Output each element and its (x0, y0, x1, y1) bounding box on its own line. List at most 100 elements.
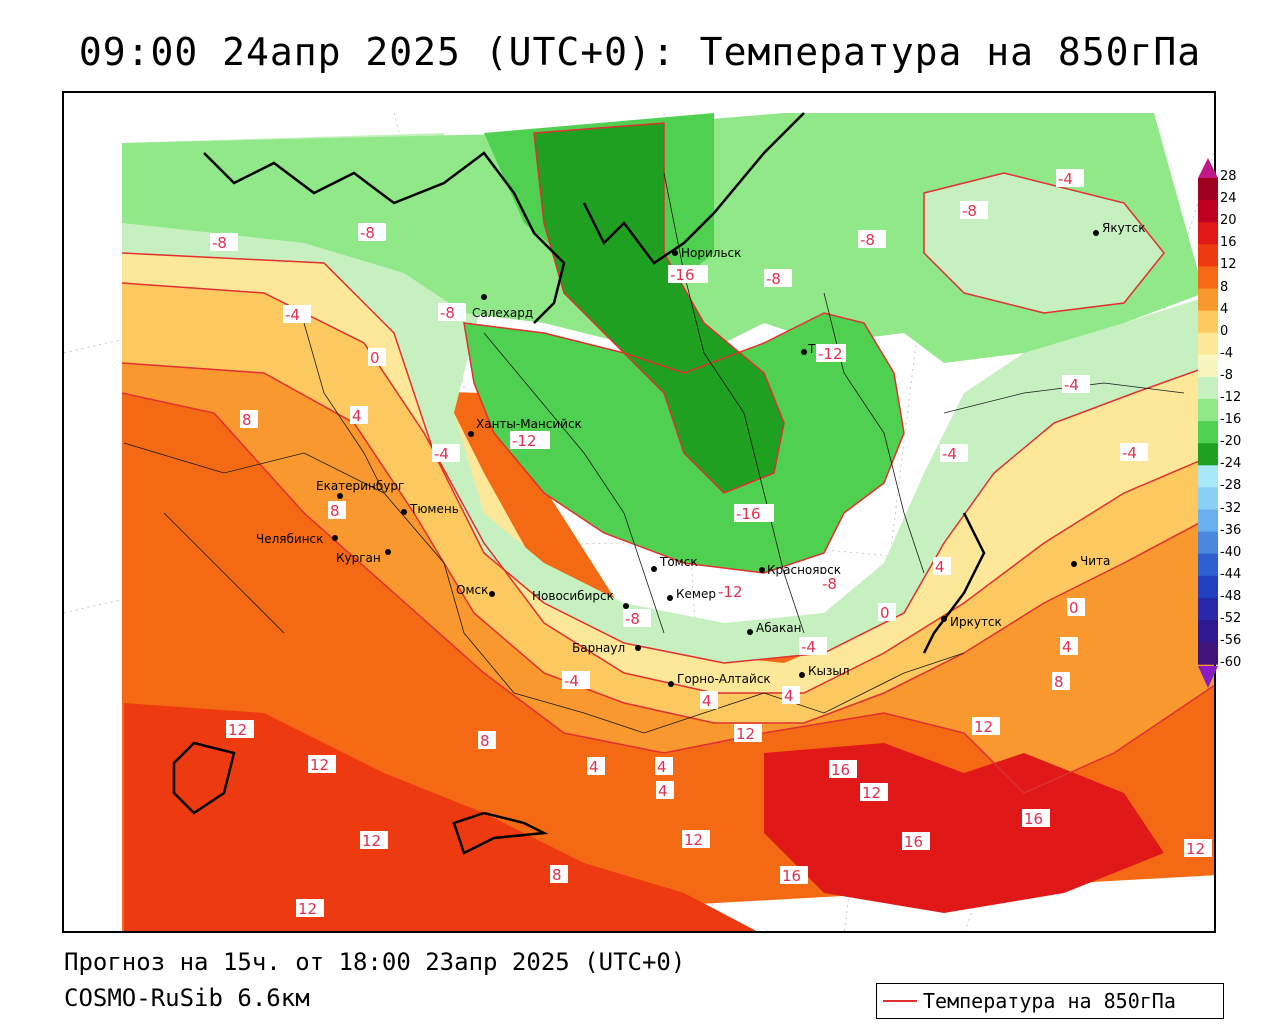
colorbar-bottom-arrow (1198, 666, 1218, 688)
iso-label: 12 (682, 830, 710, 849)
colorbar-swatch (1198, 443, 1218, 466)
iso-label: 8 (1052, 672, 1070, 691)
iso-label: -8 (358, 223, 386, 242)
forecast-info: Прогноз на 15ч. от 18:00 23апр 2025 (UTC… (64, 948, 686, 976)
iso-label: 16 (780, 866, 808, 885)
iso-label: -16 (734, 504, 774, 523)
colorbar-swatch (1198, 531, 1218, 555)
city-novosibirsk: Новосибирск (532, 589, 629, 609)
colorbar-tick-label: -56 (1220, 633, 1242, 649)
colorbar-tick-label: -52 (1220, 611, 1242, 626)
svg-text:Курган: Курган (336, 551, 381, 565)
colorbar-swatch (1198, 222, 1218, 245)
iso-label: -4 (940, 444, 968, 463)
svg-text:-8: -8 (212, 234, 227, 252)
city-yakutsk: Якутск (1093, 221, 1146, 236)
svg-text:-12: -12 (512, 432, 537, 450)
svg-text:Омск: Омск (456, 583, 488, 597)
isotherm-value-labels: -4 -8 -8 -8 -8 -4 0 4 8 -4 -12 -16 -16 -… (210, 169, 1212, 918)
iso-label: 4 (656, 781, 674, 800)
svg-text:-8: -8 (822, 575, 837, 593)
colorbar-tick-label: -36 (1220, 522, 1242, 538)
temperature-map: Норильск Салехард Тура Якутск Ханты-Манс… (64, 112, 1214, 931)
legend-label: Температура на 850гПа (923, 989, 1176, 1013)
svg-text:-4: -4 (564, 672, 579, 690)
svg-text:4: 4 (1062, 638, 1072, 656)
city-chita: Чита (1071, 554, 1110, 568)
iso-label: 12 (734, 724, 762, 743)
svg-text:-4: -4 (1064, 376, 1079, 394)
iso-label: 8 (240, 410, 258, 429)
svg-text:4: 4 (657, 758, 667, 776)
colorbar-swatch (1198, 354, 1218, 378)
iso-label: 12 (226, 720, 254, 739)
colorbar-swatches (1198, 178, 1218, 665)
city-tyumen: Тюмень (401, 502, 459, 516)
svg-text:8: 8 (552, 866, 562, 884)
svg-text:12: 12 (684, 831, 703, 849)
iso-label: -4 (283, 305, 311, 324)
iso-label: 12 (860, 783, 888, 802)
svg-text:Челябинск: Челябинск (256, 532, 323, 546)
colorbar-swatch (1198, 421, 1218, 444)
svg-text:Новосибирск: Новосибирск (532, 589, 614, 603)
svg-text:Салехард: Салехард (472, 306, 533, 320)
coastline (172, 112, 986, 855)
iso-label: 12 (296, 899, 324, 918)
iso-label: 0 (368, 348, 386, 367)
iso-label: -16 (668, 265, 708, 284)
svg-text:Томск: Томск (659, 555, 698, 569)
city-ekaterinburg: Екатеринбург (316, 479, 404, 499)
iso-label: -4 (432, 444, 460, 463)
iso-label: 16 (829, 760, 857, 779)
svg-text:4: 4 (784, 687, 794, 705)
colorbar-tick-label: -44 (1220, 566, 1242, 582)
iso-label: -4 (1120, 443, 1148, 462)
city-tomsk: Томск (651, 555, 698, 572)
city-omsk: Омск (456, 583, 495, 597)
svg-text:12: 12 (362, 832, 381, 850)
svg-text:-8: -8 (962, 202, 977, 220)
region-borders (123, 172, 1185, 734)
city-barnaul: Барнаул (572, 641, 641, 655)
iso-label: -4 (1062, 375, 1090, 394)
colorbar-tick-label: -28 (1220, 478, 1242, 494)
svg-text:-8: -8 (625, 610, 640, 628)
field-minus16 (534, 123, 784, 493)
svg-text:Горно-Алтайск: Горно-Алтайск (677, 672, 771, 686)
legend-line-swatch (883, 1000, 917, 1002)
iso-label: -12 (816, 344, 846, 363)
colorbar-swatch (1198, 642, 1218, 665)
colorbar-tick-label: 12 (1220, 257, 1237, 273)
svg-text:8: 8 (1054, 673, 1064, 691)
svg-text:16: 16 (1024, 810, 1043, 828)
colorbar-tick-label: -12 (1220, 390, 1242, 405)
svg-text:Норильск: Норильск (681, 246, 741, 260)
svg-text:-4: -4 (1058, 170, 1073, 188)
iso-label: -8 (764, 269, 792, 288)
city-salekhard: Салехард (472, 294, 533, 320)
svg-text:16: 16 (782, 867, 801, 885)
iso-label: 4 (350, 406, 368, 425)
iso-label: -4 (1056, 169, 1084, 188)
colorbar-top-arrow (1198, 158, 1218, 178)
iso-label: 4 (933, 557, 951, 576)
svg-text:-8: -8 (440, 304, 455, 322)
colorbar-swatch (1198, 553, 1218, 577)
svg-text:Барнаул: Барнаул (572, 641, 625, 655)
svg-text:16: 16 (831, 761, 850, 779)
iso-label: -8 (960, 201, 988, 220)
colorbar-tick-label: -24 (1220, 456, 1242, 472)
svg-text:-4: -4 (285, 306, 300, 324)
svg-text:Ханты-Мансийск: Ханты-Мансийск (476, 417, 582, 431)
colorbar-tick-label: -32 (1220, 500, 1242, 516)
city-irkutsk: Иркутск (941, 615, 1002, 629)
colorbar-tick-label: -48 (1220, 588, 1242, 604)
svg-text:Тюмень: Тюмень (409, 502, 459, 516)
colorbar-tick-label: 16 (1220, 235, 1237, 251)
svg-text:Иркутск: Иркутск (950, 615, 1002, 629)
colorbar-swatch (1198, 487, 1218, 510)
colorbar-tick-label: -40 (1220, 544, 1242, 560)
colorbar-swatch (1198, 620, 1218, 643)
svg-text:12: 12 (736, 725, 755, 743)
